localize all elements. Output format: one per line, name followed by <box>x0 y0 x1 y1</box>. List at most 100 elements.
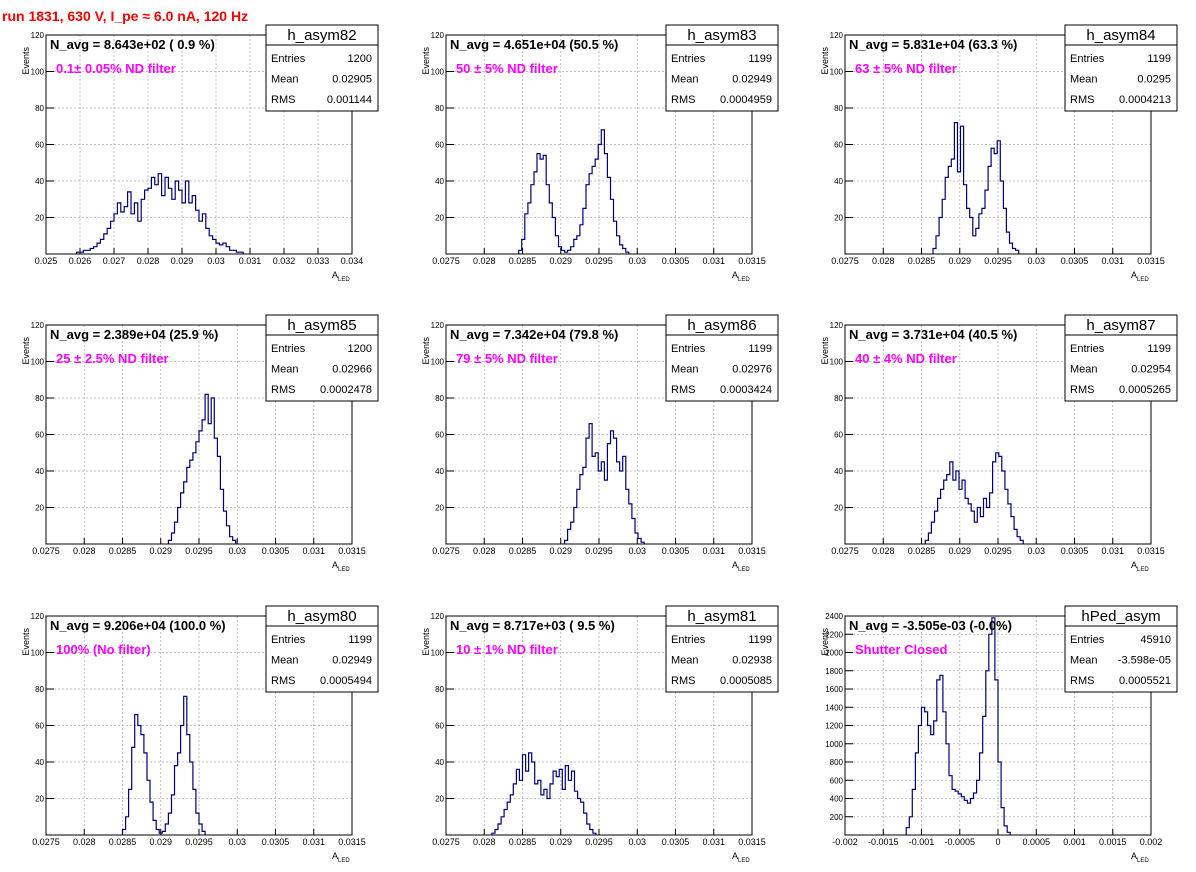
x-tick-label: 0.029 <box>549 256 572 266</box>
x-tick-label: 0.0275 <box>432 256 460 266</box>
stats-box <box>665 24 779 112</box>
stats-label: Mean <box>271 74 299 86</box>
histogram-name: h_asym83 <box>687 27 756 44</box>
stats-label: Entries <box>671 53 706 65</box>
x-tick-label: 0.0295 <box>984 256 1012 266</box>
stats-value: 1199 <box>1147 343 1171 355</box>
n-avg-title: N_avg = 3.731e+04 (40.5 %) <box>849 327 1017 342</box>
stats-label: RMS <box>671 384 695 396</box>
y-tick-label: 80 <box>834 394 843 403</box>
x-tick-label: 0.028 <box>473 256 496 266</box>
x-tick-label: 0.031 <box>239 256 262 266</box>
x-tick-label: 0.0305 <box>662 546 690 556</box>
x-tick-label: 0.0285 <box>908 546 936 556</box>
histogram-name: h_asym84 <box>1086 27 1155 44</box>
x-tick-label: 0.0275 <box>432 837 460 847</box>
x-tick-label: 0.0315 <box>1137 256 1165 266</box>
n-avg-title: N_avg = 9.206e+04 (100.0 %) <box>50 618 226 633</box>
histogram-name: h_asym82 <box>287 27 356 44</box>
n-avg-title: N_avg = 8.717e+03 ( 9.5 %) <box>450 618 615 633</box>
histogram-line <box>905 617 1011 835</box>
x-tick-label: 0.0305 <box>1061 546 1089 556</box>
y-tick-label: 60 <box>435 722 444 731</box>
x-tick-label: 0.002 <box>1140 837 1163 847</box>
x-tick-label: 0.026 <box>69 256 92 266</box>
y-tick-label: 400 <box>830 795 844 804</box>
x-tick-label: 0.032 <box>273 256 296 266</box>
y-tick-label: 1400 <box>825 703 843 712</box>
x-tick-label: -0.001 <box>909 837 935 847</box>
y-tick-label: 60 <box>834 431 843 440</box>
histogram-name: h_asym81 <box>687 608 756 625</box>
x-tick-label: 0.03 <box>628 837 646 847</box>
y-tick-label: 1200 <box>825 722 843 731</box>
x-tick-label: 0.03 <box>628 546 646 556</box>
y-tick-label: 100 <box>431 68 445 77</box>
stats-label: Entries <box>671 634 706 646</box>
n-avg-title: N_avg = 5.831e+04 (63.3 %) <box>849 37 1017 52</box>
x-tick-label: 0.0285 <box>908 256 936 266</box>
stats-value: 0.0005265 <box>1119 384 1171 396</box>
y-tick-label: 20 <box>435 504 444 513</box>
stats-value: 1200 <box>348 343 372 355</box>
x-tick-label: 0.029 <box>549 837 572 847</box>
y-tick-label: 120 <box>31 612 45 621</box>
x-tick-label: 0.0275 <box>432 546 460 556</box>
x-tick-label: 0.0315 <box>338 546 366 556</box>
y-tick-label: 40 <box>435 177 444 186</box>
plot-frame <box>45 324 353 545</box>
stats-label: Entries <box>671 343 706 355</box>
x-tick-label: 0.0285 <box>109 837 137 847</box>
histogram-line <box>518 129 630 254</box>
stats-value: 0.02954 <box>1131 364 1171 376</box>
stats-label: RMS <box>671 675 695 687</box>
stats-label: Entries <box>1070 634 1105 646</box>
n-avg-title: N_avg = 2.389e+04 (25.9 %) <box>50 327 218 342</box>
y-tick-label: 100 <box>31 68 45 77</box>
stats-box <box>265 24 379 112</box>
plot-frame <box>45 615 353 836</box>
x-tick-label: 0.0295 <box>585 256 613 266</box>
x-tick-label: 0.0305 <box>662 837 690 847</box>
n-avg-title: N_avg = -3.505e-03 (-0.0%) <box>849 618 1012 633</box>
x-tick-label: 0.0315 <box>338 837 366 847</box>
y-tick-label: 80 <box>35 685 44 694</box>
n-avg-title: N_avg = 4.651e+04 (50.5 %) <box>450 37 618 52</box>
y-tick-label: 80 <box>35 104 44 113</box>
stats-box <box>1064 314 1178 402</box>
plot-frame <box>844 615 1152 836</box>
filter-label: 100% (No filter) <box>56 642 151 657</box>
plot-frame <box>844 34 1152 255</box>
stats-box <box>1064 605 1178 693</box>
x-tick-label: 0.0285 <box>109 546 137 556</box>
x-tick-label: 0.0295 <box>585 546 613 556</box>
stats-box <box>665 314 779 402</box>
histogram-line <box>564 423 645 544</box>
y-axis-label: Events <box>421 628 431 656</box>
histogram-name: hPed_asym <box>1081 608 1160 625</box>
stats-value: 1199 <box>348 634 372 646</box>
stats-value: 0.02949 <box>332 655 372 667</box>
n-avg-title: N_avg = 7.342e+04 (79.8 %) <box>450 327 618 342</box>
stats-box <box>665 605 779 693</box>
histogram-panel-h_asym86: 0.0275 0.028 0.0285 0.029 0.0295 0.03 0.0305 0.… <box>421 314 779 573</box>
histogram-panel-h_asym80: 0.0275 0.028 0.0285 0.029 0.0295 0.03 0.0305 0.… <box>21 605 379 864</box>
x-tick-label: 0.031 <box>1101 546 1124 556</box>
stats-label: Entries <box>271 53 306 65</box>
x-tick-label: 0.03 <box>228 837 246 847</box>
y-axis-label: Events <box>421 337 431 365</box>
stats-label: RMS <box>271 384 295 396</box>
y-tick-label: 80 <box>435 394 444 403</box>
histogram-panel-h_asym82: 0.025 0.026 0.027 0.028 0.029 0.03 0.031 0.032 0… <box>21 24 379 283</box>
y-tick-label: 80 <box>435 104 444 113</box>
x-axis-label: ALED <box>1131 851 1149 864</box>
y-tick-label: 40 <box>35 177 44 186</box>
x-axis-label: ALED <box>332 270 350 283</box>
histogram-line <box>924 452 1024 544</box>
histogram-name: h_asym80 <box>287 608 356 625</box>
x-tick-label: 0.03 <box>1027 256 1045 266</box>
y-tick-label: 100 <box>830 358 844 367</box>
x-axis-label: ALED <box>1131 560 1149 573</box>
y-tick-label: 80 <box>834 104 843 113</box>
y-tick-label: 40 <box>834 467 843 476</box>
